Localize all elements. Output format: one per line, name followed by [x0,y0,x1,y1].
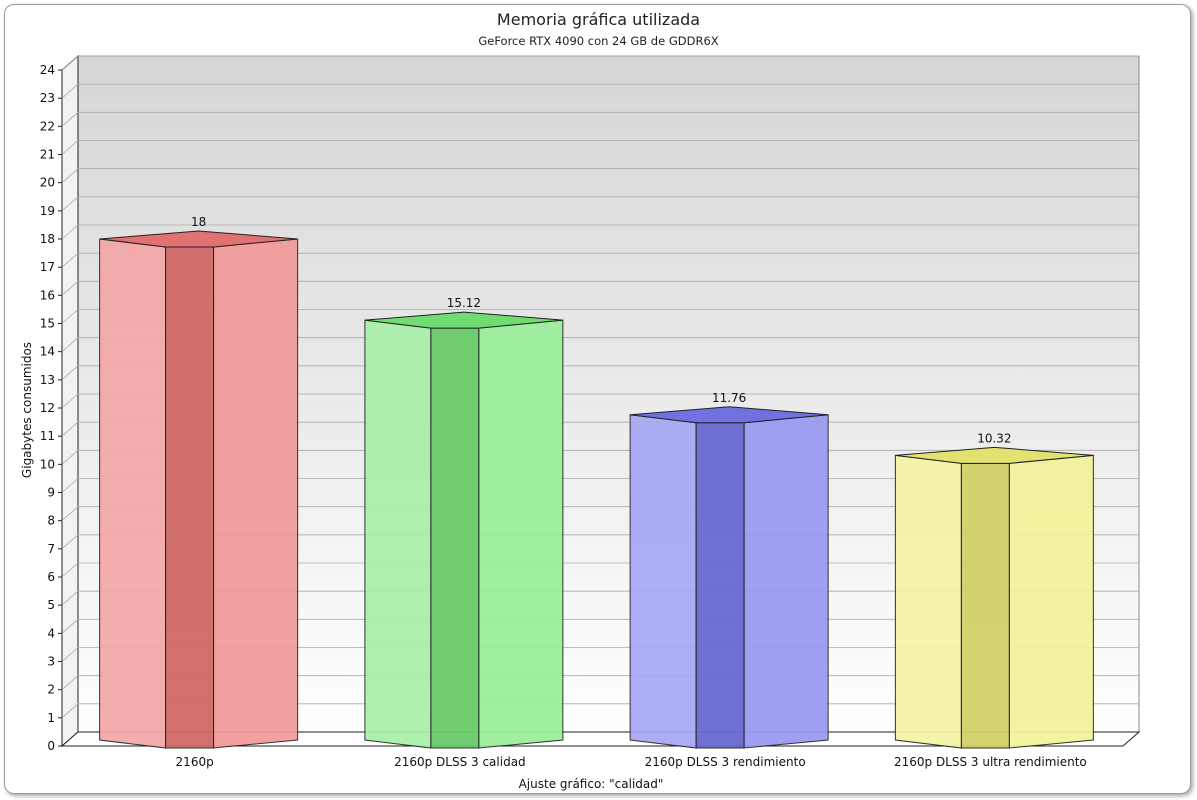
y-tick-label: 1 [47,711,55,725]
y-tick-label: 21 [40,148,55,162]
y-tick-label: 9 [47,486,55,500]
y-tick-label: 23 [40,91,55,105]
gridline [61,337,1139,352]
y-axis-label: Gigabytes consumidos [20,342,34,478]
y-tick-label: 19 [40,204,55,218]
y-tick-label: 22 [40,119,55,133]
y-tick-label: 8 [47,514,55,528]
gridline [61,280,1139,296]
y-tick-label: 18 [40,232,55,246]
bar-center-face [430,327,480,749]
bar-top [895,446,1094,464]
gridline [61,224,1139,240]
y-tick-label: 13 [40,373,55,387]
bar-left-face [629,414,697,749]
gridline [61,168,1139,183]
x-tick-label: 2160p DLSS 3 ultra rendimiento [894,755,1087,769]
y-tick-label: 17 [40,260,55,274]
y-tick-label: 20 [40,176,55,190]
gridline [61,111,1139,127]
data-label: 15.12 [447,296,481,310]
x-tick-label: 2160p DLSS 3 rendimiento [645,755,806,769]
bar-right-face [213,238,299,749]
y-tick-label: 24 [40,63,55,77]
bar-left-face [364,319,432,749]
bar-center-face [695,422,745,749]
bar-right-face [743,414,829,749]
y-tick-label: 0 [47,739,55,753]
bar [364,311,564,749]
bar-center-face [165,246,215,749]
bar [629,406,829,749]
gridline [61,55,1139,71]
y-tick-label: 3 [47,655,55,669]
gridline [61,393,1139,409]
data-label: 10.32 [977,431,1011,445]
y-tick-label: 16 [40,288,55,302]
x-tick-label: 2160p DLSS 3 calidad [394,755,526,769]
data-label: 18 [191,215,206,229]
gridline [61,309,1139,324]
gridline [61,140,1139,155]
bar-right-face [478,319,564,749]
bar-right-face [1008,454,1094,749]
bar-center-face [960,462,1010,749]
y-tick-label: 2 [47,683,55,697]
x-axis-label: Ajuste gráfico: "calidad" [519,777,664,791]
bar [894,446,1094,749]
chart-title: Memoria gráfica utilizada [496,10,701,29]
y-tick-label: 15 [40,317,55,331]
bar-top [630,406,829,424]
gridline [61,196,1139,212]
bar-top [364,311,563,329]
bar-left-face [894,454,962,749]
bar [99,230,299,749]
bar-left-face [99,238,167,749]
y-tick-label: 5 [47,598,55,612]
x-tick-label: 2160p [176,755,214,769]
bar-top [99,230,298,248]
gridline [61,365,1139,381]
gridline [61,252,1139,268]
y-tick-label: 7 [47,542,55,556]
y-tick-label: 10 [40,457,55,471]
y-tick-label: 4 [47,626,55,640]
chart-subtitle: GeForce RTX 4090 con 24 GB de GDDR6X [478,34,719,48]
data-label: 11.76 [712,391,746,405]
y-tick-label: 11 [40,429,55,443]
y-tick-label: 6 [47,570,55,584]
y-tick-label: 14 [40,345,55,359]
gridline [61,83,1139,99]
y-tick-label: 12 [40,401,55,415]
